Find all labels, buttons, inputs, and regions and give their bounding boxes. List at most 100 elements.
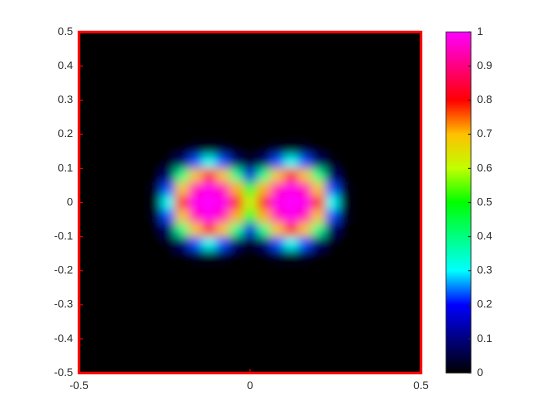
heatmap-cell	[215, 141, 230, 156]
heatmap-cell	[311, 250, 326, 265]
heatmap-cell	[297, 195, 313, 210]
colorbar-tick-label: 0.3	[477, 265, 492, 277]
heatmap-cell	[325, 236, 340, 251]
heatmap-cell	[188, 127, 203, 142]
heatmap-cell	[338, 127, 354, 142]
heatmap-cell	[147, 127, 162, 142]
heatmap-cell	[188, 236, 203, 251]
heatmap-cell	[270, 141, 285, 156]
heatmap-cell	[161, 182, 176, 197]
colorbar-tick-label: 1	[477, 26, 483, 38]
heatmap-cell	[147, 263, 162, 279]
heatmap-cell	[243, 182, 258, 197]
heatmap-cell	[284, 168, 299, 183]
heatmap-cell	[325, 222, 340, 238]
heatmap-cell	[229, 154, 244, 169]
heatmap-cell	[174, 236, 189, 251]
heatmap-cell	[215, 250, 230, 265]
heatmap-cell	[270, 182, 285, 197]
heatmap-cell	[325, 141, 340, 156]
heatmap-cell	[311, 154, 326, 169]
heatmap-cell	[215, 195, 230, 210]
heatmap-cell	[188, 168, 203, 183]
heatmap-cell	[229, 209, 244, 224]
heatmap-cell	[215, 209, 230, 224]
heatmap-cell	[284, 182, 299, 197]
heatmap-cell	[325, 154, 340, 169]
heatmap-cell	[215, 168, 230, 183]
heatmap-cell	[338, 263, 354, 279]
colorbar-tick-label: 0.9	[477, 60, 492, 72]
heatmap-cell	[243, 236, 258, 251]
heatmap-cell	[229, 141, 244, 156]
heatmap-cell	[161, 222, 176, 238]
heatmap-cell	[161, 263, 176, 279]
heatmap-cell	[202, 154, 217, 169]
heatmap-cell	[338, 209, 354, 224]
heatmap-cell	[243, 250, 258, 265]
heatmap-cell	[325, 263, 340, 279]
heatmap-cell	[188, 154, 203, 169]
heatmap-cell	[311, 127, 326, 142]
heatmap-cell	[325, 182, 340, 197]
heatmap-cell	[243, 154, 258, 169]
heatmap-cell	[161, 154, 176, 169]
y-tick-label: -0.4	[54, 333, 73, 345]
heatmap-cell	[147, 236, 162, 251]
heatmap-cell	[174, 195, 189, 210]
heatmap-cell	[284, 263, 299, 279]
heatmap-cell	[325, 209, 340, 224]
heatmap-cell	[188, 250, 203, 265]
heatmap-cell	[202, 263, 217, 279]
heatmap-cell	[338, 182, 354, 197]
heatmap-cell	[325, 195, 340, 210]
x-tick-label: 0.5	[413, 380, 428, 392]
heatmap-cell	[311, 195, 326, 210]
heatmap-cell	[270, 168, 285, 183]
heatmap-cell	[161, 236, 176, 251]
heatmap-cell	[147, 209, 162, 224]
heatmap-cell	[338, 236, 354, 251]
heatmap-cell	[325, 250, 340, 265]
heatmap-cell	[147, 168, 162, 183]
heatmap-cell	[174, 127, 189, 142]
heatmap-cell	[270, 195, 285, 210]
heatmap-cell	[174, 209, 189, 224]
heatmap-cell	[243, 222, 258, 238]
heatmap-cell	[147, 195, 162, 210]
heatmap-cell	[202, 250, 217, 265]
heatmap-cell	[147, 141, 162, 156]
heatmap-cell	[325, 168, 340, 183]
plot-area	[79, 32, 421, 373]
heatmap-cell	[229, 195, 244, 210]
heatmap-cell	[284, 209, 299, 224]
heatmap-cell	[147, 250, 162, 265]
heatmap-cell	[297, 182, 313, 197]
heatmap-cell	[256, 141, 272, 156]
x-tick-label: -0.5	[70, 380, 89, 392]
heatmap-cell	[229, 250, 244, 265]
heatmap-cell	[325, 127, 340, 142]
y-tick-label: 0.3	[58, 94, 73, 106]
heatmap-cell	[311, 263, 326, 279]
y-tick-label: 0	[67, 196, 73, 208]
heatmap-cell	[284, 250, 299, 265]
heatmap-cell	[297, 141, 313, 156]
heatmap-cell	[215, 263, 230, 279]
heatmap-cell	[174, 141, 189, 156]
heatmap-cell	[215, 154, 230, 169]
heatmap-cell	[297, 250, 313, 265]
heatmap-cell	[256, 182, 272, 197]
heatmap-cell	[284, 141, 299, 156]
heatmap-cell	[147, 182, 162, 197]
heatmap-cell	[243, 195, 258, 210]
heatmap-cell	[188, 209, 203, 224]
heatmap-cell	[215, 236, 230, 251]
heatmap-cell	[270, 250, 285, 265]
heatmap-cell	[174, 263, 189, 279]
heatmap-cell	[297, 236, 313, 251]
heatmap-cell	[202, 168, 217, 183]
y-tick-label: -0.1	[54, 231, 73, 243]
heatmap-cell	[311, 141, 326, 156]
